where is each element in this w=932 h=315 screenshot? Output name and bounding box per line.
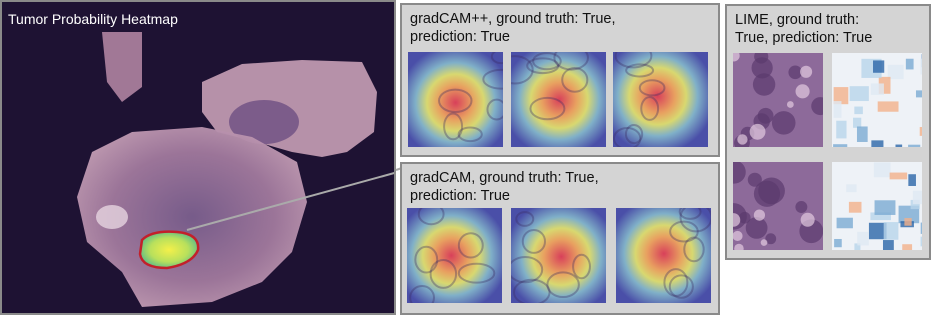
- image-tile: [407, 208, 502, 303]
- image-tile: [733, 53, 823, 147]
- image-tile: [832, 53, 922, 147]
- panel-title: Tumor Probability Heatmap: [8, 10, 178, 28]
- heatmap-panel: Tumor Probability Heatmap: [0, 0, 396, 315]
- title-line: prediction: True: [410, 28, 616, 46]
- title-line: gradCAM++, ground truth: True,: [410, 10, 616, 28]
- title-line: gradCAM, ground truth: True,: [410, 169, 599, 187]
- title-line: prediction: True: [410, 187, 599, 205]
- image-tile: [733, 162, 823, 250]
- figure: Tumor Probability Heatmap gradCAM++, gro…: [0, 0, 932, 315]
- title-line: True, prediction: True: [735, 29, 872, 47]
- image-tile: [613, 52, 708, 147]
- image-tile: [511, 208, 606, 303]
- image-tile: [408, 52, 503, 147]
- image-tile: [832, 162, 922, 250]
- title-line: LIME, ground truth:: [735, 11, 872, 29]
- slide-heatmap: [2, 2, 396, 315]
- panel-title: gradCAM, ground truth: True,prediction: …: [410, 169, 599, 205]
- image-tile: [511, 52, 606, 147]
- image-tile: [616, 208, 711, 303]
- panel-title: LIME, ground truth:True, prediction: Tru…: [735, 11, 872, 47]
- panel-title: gradCAM++, ground truth: True,prediction…: [410, 10, 616, 46]
